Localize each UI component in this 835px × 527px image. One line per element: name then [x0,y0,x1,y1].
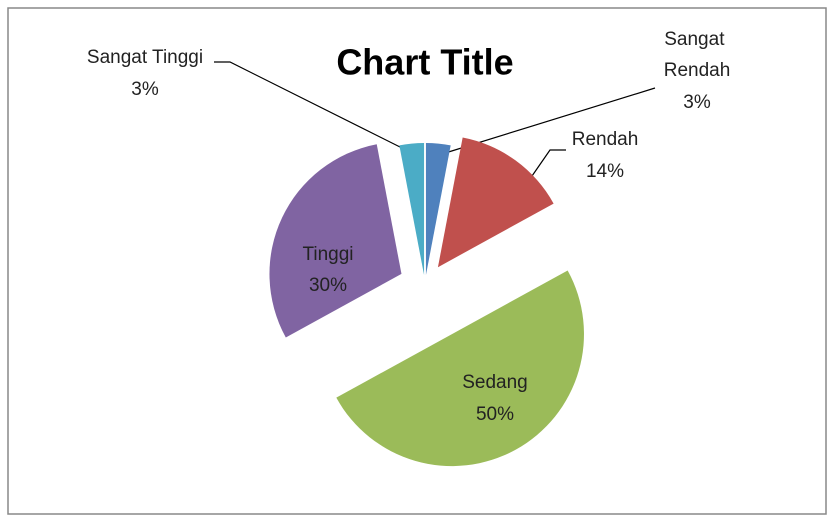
data-label-value: 30% [309,275,347,296]
data-label-value: 3% [683,92,711,113]
pie-slice [336,270,584,467]
data-label-value: 14% [586,161,624,182]
pie-slice [269,144,402,338]
data-label-name: Sangat Tinggi [87,47,203,68]
data-label-name: Tinggi [302,244,353,265]
pie-slice [437,137,554,268]
pie-slice [425,143,451,276]
data-label-name: Rendah [572,129,639,150]
data-label-value: 3% [131,79,159,100]
data-label-value: 50% [476,404,514,425]
leader-line [214,61,407,151]
chart-title: Chart Title [336,42,513,83]
leader-line [531,149,566,177]
data-label-name: Sedang [462,372,528,393]
pie-slice [399,143,425,276]
data-label-name: Sangat Rendah [664,29,731,81]
